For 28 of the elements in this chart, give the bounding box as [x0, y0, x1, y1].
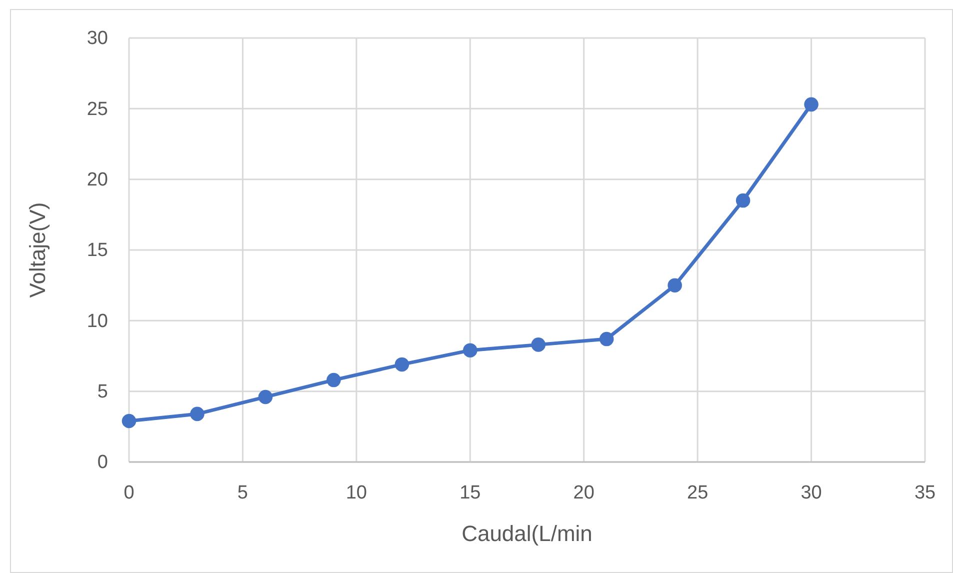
y-tick-label: 15 — [86, 240, 108, 262]
point — [190, 406, 204, 422]
point — [736, 193, 750, 208]
y-tick-label: 5 — [97, 381, 108, 402]
point — [122, 414, 136, 428]
point — [258, 390, 273, 404]
point — [804, 97, 818, 112]
x-tick-label: 35 — [914, 482, 936, 504]
y-tick-label: 25 — [86, 98, 108, 120]
point — [394, 357, 410, 372]
x-tick-label: 10 — [346, 482, 367, 504]
point — [599, 332, 614, 346]
y-tick-label: 0 — [97, 452, 108, 474]
x-tick-label: 0 — [124, 482, 134, 504]
x-tick-label: 25 — [687, 482, 708, 504]
point — [463, 343, 478, 358]
x-tick-label: 15 — [460, 482, 481, 504]
point — [326, 372, 341, 388]
point — [668, 278, 682, 292]
x-tick-label: 20 — [573, 482, 594, 504]
y-tick-label: 20 — [86, 169, 108, 190]
y-tick-label: 10 — [86, 310, 108, 332]
point — [531, 338, 546, 352]
x-tick-label: 5 — [237, 482, 248, 504]
x-tick-label: 30 — [800, 482, 822, 504]
y-axis-title: Voltaje(V) — [25, 202, 50, 298]
x-axis-title: Caudal(L/min — [462, 521, 592, 546]
y-tick-label: 30 — [86, 28, 108, 50]
